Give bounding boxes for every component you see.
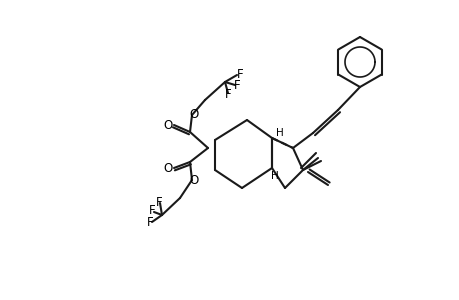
Text: F: F: [155, 196, 162, 208]
Text: F: F: [236, 68, 243, 80]
Text: O: O: [163, 118, 172, 131]
Text: H: H: [275, 128, 283, 138]
Text: F: F: [148, 205, 155, 218]
Text: O: O: [189, 107, 198, 121]
Text: F: F: [224, 88, 231, 100]
Text: F: F: [146, 217, 153, 230]
Text: F: F: [233, 79, 240, 92]
Text: O: O: [163, 161, 172, 175]
Text: H: H: [270, 171, 278, 181]
Text: O: O: [189, 175, 198, 188]
